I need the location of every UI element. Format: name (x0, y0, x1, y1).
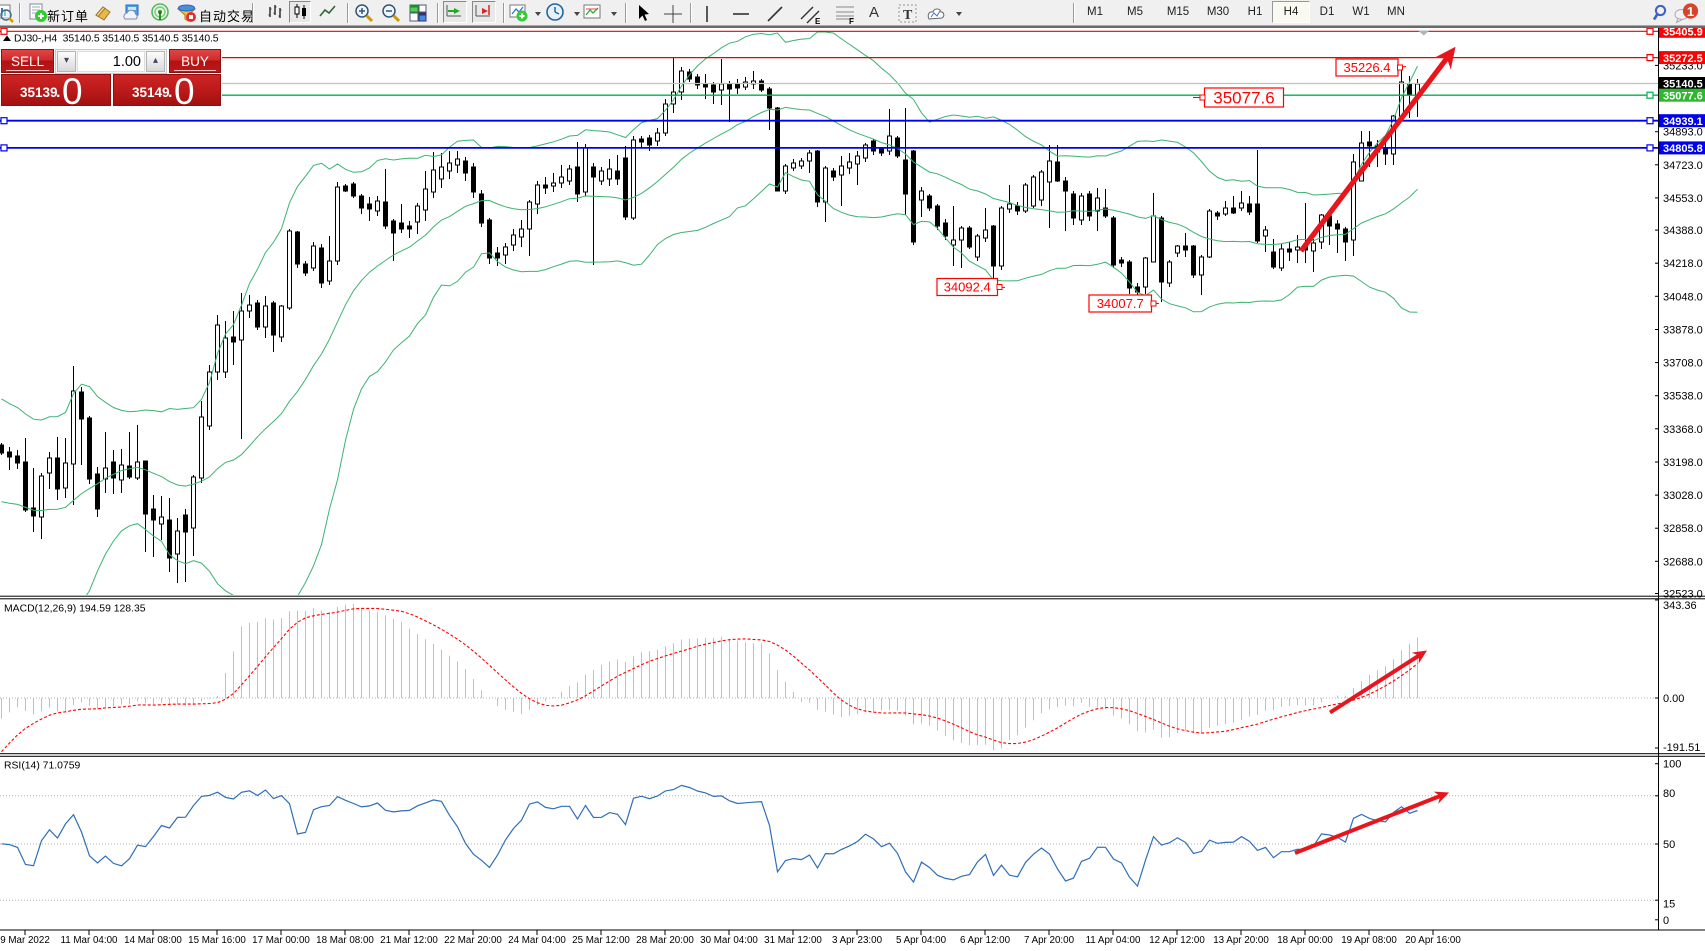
svg-text:7 Apr 20:00: 7 Apr 20:00 (1024, 935, 1075, 946)
svg-text:34723.0: 34723.0 (1663, 160, 1703, 172)
svg-text:-191.51: -191.51 (1663, 742, 1700, 754)
svg-text:35077.6: 35077.6 (1663, 90, 1703, 102)
svg-text:E: E (815, 17, 821, 25)
svg-text:RSI(14) 71.0759: RSI(14) 71.0759 (4, 761, 80, 772)
svg-text:32858.0: 32858.0 (1663, 523, 1703, 535)
svg-text:34048.0: 34048.0 (1663, 291, 1703, 303)
svg-text:24 Mar 04:00: 24 Mar 04:00 (508, 935, 566, 946)
svg-text:21 Mar 12:00: 21 Mar 12:00 (380, 935, 438, 946)
svg-text:T: T (903, 8, 913, 23)
svg-text:20 Apr 16:00: 20 Apr 16:00 (1405, 935, 1461, 946)
svg-text:33538.0: 33538.0 (1663, 391, 1703, 403)
svg-text:32688.0: 32688.0 (1663, 556, 1703, 568)
svg-text:5 Apr 04:00: 5 Apr 04:00 (896, 935, 947, 946)
svg-text:0.00: 0.00 (1663, 693, 1684, 705)
svg-text:34218.0: 34218.0 (1663, 258, 1703, 270)
svg-text:80: 80 (1663, 788, 1675, 800)
svg-text:30 Mar 04:00: 30 Mar 04:00 (700, 935, 758, 946)
svg-text:F: F (849, 17, 854, 25)
svg-text:31 Mar 12:00: 31 Mar 12:00 (764, 935, 822, 946)
svg-text:13 Apr 20:00: 13 Apr 20:00 (1213, 935, 1269, 946)
svg-text:35226.4: 35226.4 (1344, 60, 1391, 75)
svg-text:34092.4: 34092.4 (944, 280, 991, 295)
svg-text:6 Apr 12:00: 6 Apr 12:00 (960, 935, 1011, 946)
svg-text:18 Mar 08:00: 18 Mar 08:00 (316, 935, 374, 946)
svg-text:33028.0: 33028.0 (1663, 490, 1703, 502)
svg-text:18 Apr 00:00: 18 Apr 00:00 (1277, 935, 1333, 946)
svg-text:14 Mar 08:00: 14 Mar 08:00 (124, 935, 182, 946)
svg-text:0: 0 (1663, 915, 1669, 927)
svg-text:34007.7: 34007.7 (1097, 296, 1144, 311)
svg-text:15 Mar 16:00: 15 Mar 16:00 (188, 935, 246, 946)
svg-text:33708.0: 33708.0 (1663, 358, 1703, 370)
svg-text:34805.8: 34805.8 (1663, 143, 1703, 155)
svg-text:1: 1 (1687, 4, 1694, 19)
svg-text:33878.0: 33878.0 (1663, 325, 1703, 337)
svg-text:34388.0: 34388.0 (1663, 225, 1703, 237)
svg-text:33368.0: 33368.0 (1663, 424, 1703, 436)
svg-text:34893.0: 34893.0 (1663, 127, 1703, 139)
svg-text:28 Mar 20:00: 28 Mar 20:00 (636, 935, 694, 946)
svg-text:19 Apr 08:00: 19 Apr 08:00 (1341, 935, 1397, 946)
svg-text:9 Mar 2022: 9 Mar 2022 (0, 935, 50, 946)
svg-text:11 Apr 04:00: 11 Apr 04:00 (1086, 935, 1141, 946)
svg-text:DJ30-,H4 35140.5 35140.5 3514: DJ30-,H4 35140.5 35140.5 35140.5 35140.5 (14, 34, 219, 45)
svg-text:MACD(12,26,9) 194.59 128.35: MACD(12,26,9) 194.59 128.35 (4, 604, 146, 615)
svg-text:22 Mar 20:00: 22 Mar 20:00 (444, 935, 502, 946)
svg-text:35077.6: 35077.6 (1213, 89, 1274, 108)
svg-text:15: 15 (1663, 899, 1675, 911)
svg-text:32523.0: 32523.0 (1663, 589, 1703, 601)
svg-text:100: 100 (1663, 759, 1681, 771)
svg-text:17 Mar 00:00: 17 Mar 00:00 (252, 935, 310, 946)
svg-text:35272.5: 35272.5 (1663, 53, 1703, 65)
svg-text:34939.1: 34939.1 (1663, 116, 1703, 128)
svg-text:50: 50 (1663, 839, 1675, 851)
svg-text:11 Mar 04:00: 11 Mar 04:00 (60, 935, 118, 946)
svg-text:35140.5: 35140.5 (1663, 79, 1703, 91)
svg-text:12 Apr 12:00: 12 Apr 12:00 (1149, 935, 1205, 946)
svg-text:3 Apr 23:00: 3 Apr 23:00 (832, 935, 883, 946)
svg-text:343.36: 343.36 (1663, 600, 1697, 612)
svg-text:35405.9: 35405.9 (1663, 27, 1703, 39)
svg-text:25 Mar 12:00: 25 Mar 12:00 (572, 935, 630, 946)
svg-text:33198.0: 33198.0 (1663, 457, 1703, 469)
svg-text:34553.0: 34553.0 (1663, 193, 1703, 205)
